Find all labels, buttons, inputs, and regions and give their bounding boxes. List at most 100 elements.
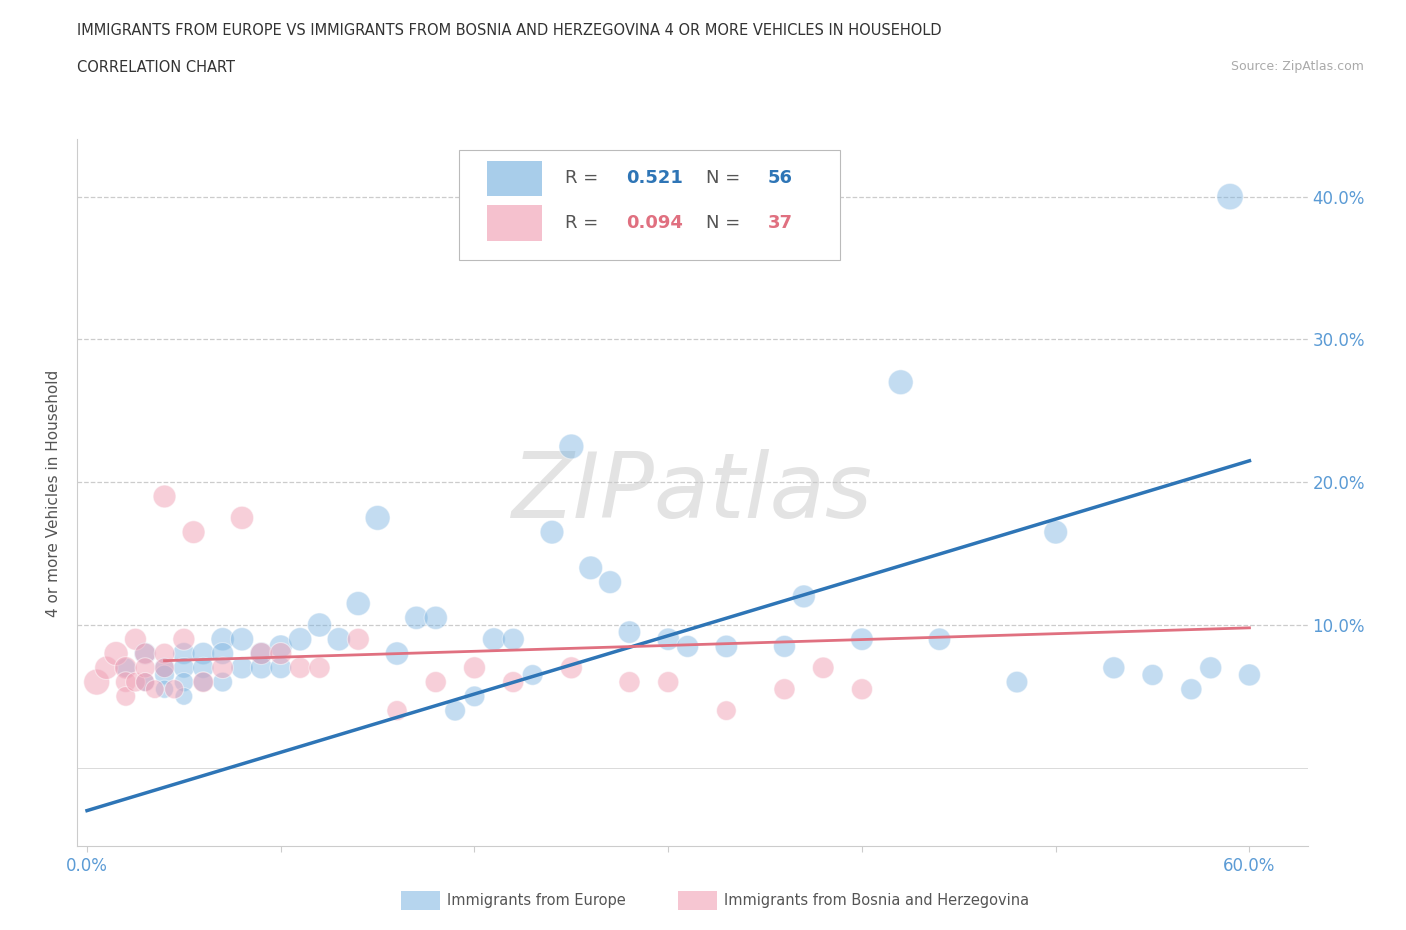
Point [153, 668, 176, 683]
Point [270, 646, 292, 661]
Point [193, 646, 215, 661]
Point [308, 618, 330, 632]
Point [143, 682, 166, 697]
Point [619, 625, 641, 640]
Point [619, 674, 641, 689]
Text: CORRELATION CHART: CORRELATION CHART [77, 60, 235, 75]
Point [114, 660, 136, 675]
Text: 37: 37 [768, 214, 793, 232]
Point [193, 674, 215, 689]
Point [1219, 189, 1241, 204]
Point [114, 674, 136, 689]
Point [250, 646, 273, 661]
Point [502, 631, 524, 646]
Point [890, 375, 912, 390]
Point [1102, 660, 1125, 675]
Text: Immigrants from Bosnia and Herzegovina: Immigrants from Bosnia and Herzegovina [724, 893, 1029, 908]
Point [153, 682, 176, 697]
Point [502, 674, 524, 689]
Point [193, 660, 215, 675]
Point [425, 674, 447, 689]
Point [173, 631, 195, 646]
Point [425, 610, 447, 625]
Point [928, 631, 950, 646]
Point [211, 660, 233, 675]
Point [231, 631, 253, 646]
Point [676, 639, 699, 654]
Text: R =: R = [565, 214, 603, 232]
Point [211, 631, 233, 646]
Point [657, 631, 679, 646]
Point [657, 674, 679, 689]
Point [1045, 525, 1067, 539]
Point [153, 489, 176, 504]
Point [193, 674, 215, 689]
Point [211, 674, 233, 689]
Point [134, 646, 156, 661]
Point [183, 525, 205, 539]
Point [86, 674, 108, 689]
Point [773, 682, 796, 697]
Point [250, 660, 273, 675]
Point [288, 631, 311, 646]
Point [124, 631, 146, 646]
Point [153, 660, 176, 675]
Point [124, 674, 146, 689]
Point [851, 631, 873, 646]
Point [463, 689, 485, 704]
Point [270, 639, 292, 654]
Text: 0.094: 0.094 [626, 214, 683, 232]
Point [270, 660, 292, 675]
Point [134, 646, 156, 661]
Point [96, 660, 118, 675]
Point [328, 631, 350, 646]
Point [153, 660, 176, 675]
Text: IMMIGRANTS FROM EUROPE VS IMMIGRANTS FROM BOSNIA AND HERZEGOVINA 4 OR MORE VEHIC: IMMIGRANTS FROM EUROPE VS IMMIGRANTS FRO… [77, 23, 942, 38]
Point [114, 689, 136, 704]
Point [1199, 660, 1222, 675]
Text: ZIPatlas: ZIPatlas [512, 449, 873, 537]
Point [579, 561, 602, 576]
Point [308, 660, 330, 675]
Point [288, 660, 311, 675]
Point [173, 689, 195, 704]
Point [813, 660, 835, 675]
Point [173, 674, 195, 689]
Text: Immigrants from Europe: Immigrants from Europe [447, 893, 626, 908]
Point [347, 631, 370, 646]
Bar [486, 161, 543, 196]
Point [134, 674, 156, 689]
Text: N =: N = [706, 169, 747, 187]
Y-axis label: 4 or more Vehicles in Household: 4 or more Vehicles in Household [45, 369, 60, 617]
Point [541, 525, 564, 539]
Point [114, 660, 136, 675]
Text: Source: ZipAtlas.com: Source: ZipAtlas.com [1230, 60, 1364, 73]
Point [231, 511, 253, 525]
Point [463, 660, 485, 675]
Point [793, 589, 815, 604]
Text: R =: R = [565, 169, 603, 187]
Point [522, 668, 544, 683]
Point [385, 646, 408, 661]
Point [482, 631, 505, 646]
Bar [486, 206, 543, 241]
Point [773, 639, 796, 654]
Point [1180, 682, 1202, 697]
Point [444, 703, 467, 718]
Point [173, 660, 195, 675]
Text: N =: N = [706, 214, 747, 232]
Point [599, 575, 621, 590]
Point [1239, 668, 1261, 683]
Point [560, 439, 582, 454]
Point [385, 703, 408, 718]
Point [851, 682, 873, 697]
Point [1142, 668, 1164, 683]
Point [153, 646, 176, 661]
FancyBboxPatch shape [458, 150, 841, 259]
Text: 0.521: 0.521 [626, 169, 683, 187]
Point [405, 610, 427, 625]
Text: 56: 56 [768, 169, 793, 187]
Point [163, 682, 186, 697]
Point [716, 703, 738, 718]
Point [173, 646, 195, 661]
